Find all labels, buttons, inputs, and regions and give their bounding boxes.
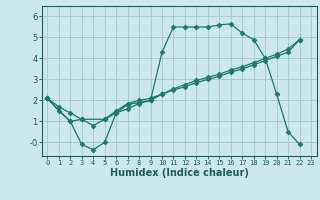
X-axis label: Humidex (Indice chaleur): Humidex (Indice chaleur)	[110, 168, 249, 178]
